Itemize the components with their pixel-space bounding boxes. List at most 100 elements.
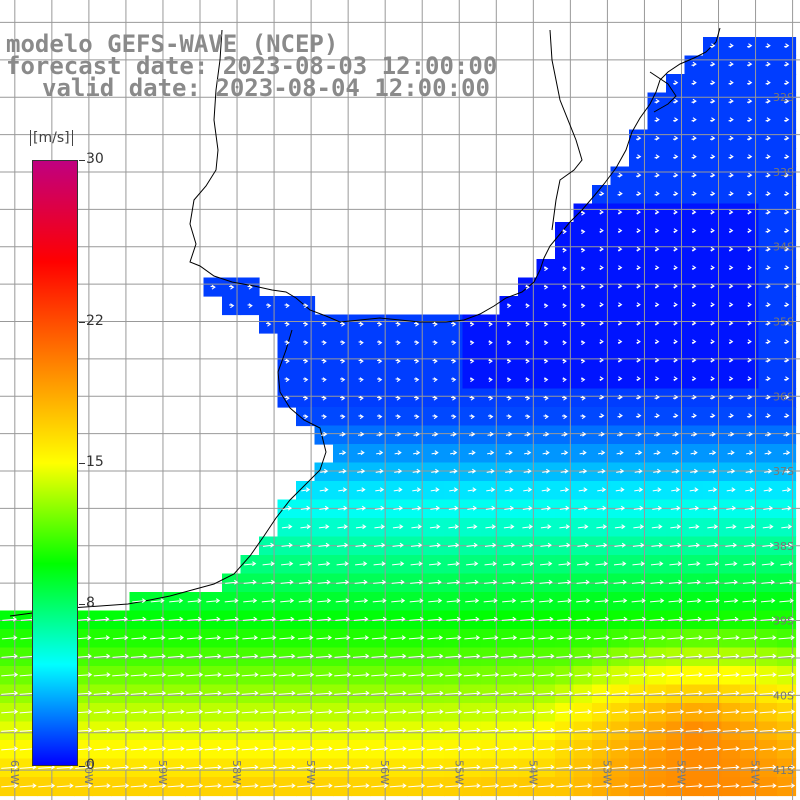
wind-arrow (391, 598, 406, 604)
wind-arrow (241, 783, 259, 789)
wind-arrow (688, 542, 701, 548)
colorbar-tick-mark (79, 766, 85, 767)
wind-arrow (728, 117, 734, 123)
wind-arrow (617, 357, 623, 363)
wind-arrow (204, 709, 222, 715)
wind-arrow (393, 505, 404, 511)
wind-arrow (561, 431, 568, 437)
wind-arrow (297, 672, 315, 678)
wind-arrow (338, 468, 347, 474)
wind-arrow (561, 395, 568, 401)
wind-arrow (297, 690, 315, 696)
wind-arrow (431, 450, 439, 456)
wind-arrow (746, 191, 753, 197)
wind-arrow (186, 672, 204, 678)
wind-arrow (746, 80, 753, 86)
wind-arrow (501, 616, 517, 622)
wind-arrow (468, 450, 476, 456)
wind-arrow (636, 265, 641, 271)
wind-arrow (204, 783, 222, 789)
wind-arrow (724, 561, 738, 567)
wind-arrow (278, 690, 296, 696)
title-model: modelo GEFS-WAVE (NCEP) (6, 30, 339, 58)
wind-arrow (598, 413, 605, 419)
wind-arrow (576, 598, 591, 604)
wind-arrow (503, 542, 515, 548)
wind-arrow (710, 302, 715, 308)
wind-arrow (617, 376, 623, 382)
wind-arrow (778, 746, 796, 752)
wind-arrow (302, 377, 309, 383)
wind-arrow (654, 265, 660, 271)
wind-arrow (279, 635, 295, 641)
wind-arrow (556, 672, 574, 678)
wind-arrow (371, 672, 389, 678)
lat-label: 32S (773, 91, 794, 104)
wind-arrow (747, 302, 752, 308)
wind-arrow (691, 154, 697, 160)
wind-arrow (580, 210, 586, 216)
wind-arrow (760, 616, 776, 622)
wind-arrow (334, 746, 352, 752)
wind-arrow (617, 320, 623, 326)
wind-arrow (741, 653, 759, 659)
wind-arrow (783, 135, 790, 141)
wind-arrow (503, 524, 515, 530)
wind-arrow (339, 450, 347, 456)
wind-arrow (631, 579, 646, 585)
wind-arrow (450, 340, 457, 346)
lat-label: 33S (773, 166, 794, 179)
wind-arrow (759, 764, 777, 770)
wind-arrow (302, 303, 309, 309)
wind-arrow (537, 709, 555, 715)
wind-arrow (746, 117, 753, 123)
wind-arrow (743, 542, 756, 548)
wind-arrow (376, 340, 383, 346)
wind-arrow (710, 228, 715, 234)
wind-arrow (537, 653, 555, 659)
wind-arrow (779, 579, 794, 585)
wind-arrow (763, 505, 774, 511)
wind-arrow (413, 414, 420, 420)
wind-arrow (726, 487, 736, 493)
wind-arrow (484, 561, 497, 567)
wind-arrow (615, 505, 626, 511)
wind-arrow (358, 377, 364, 383)
wind-arrow (707, 505, 718, 511)
wind-arrow (278, 672, 296, 678)
wind-arrow (593, 709, 611, 715)
wind-arrow (728, 357, 734, 363)
wind-arrow (668, 616, 684, 622)
wind-arrow (469, 395, 475, 401)
wind-arrow (299, 579, 313, 585)
wind-arrow (783, 98, 790, 104)
wind-arrow (260, 653, 277, 659)
wind-arrow (561, 450, 569, 456)
wind-arrow (578, 505, 589, 511)
wind-arrow (299, 561, 312, 567)
wind-arrow (376, 358, 383, 364)
wind-arrow (783, 320, 790, 326)
wind-arrow (728, 302, 734, 308)
wind-arrow (728, 283, 734, 289)
wind-arrow (130, 672, 148, 678)
wind-arrow (319, 487, 329, 493)
wind-arrow (722, 709, 740, 715)
wind-arrow (150, 616, 166, 622)
wind-arrow (706, 542, 719, 548)
wind-arrow (709, 394, 716, 400)
wind-arrow (672, 135, 679, 141)
wind-arrow (357, 431, 365, 437)
wind-arrow (747, 320, 752, 326)
wind-arrow (372, 598, 387, 604)
wind-arrow (408, 672, 426, 678)
wind-arrow (301, 487, 311, 493)
wind-arrow (1, 653, 18, 659)
wind-arrow (673, 302, 678, 308)
wind-arrow (631, 598, 646, 604)
wind-arrow (783, 431, 790, 437)
wind-arrow (691, 265, 697, 271)
wind-arrow (352, 783, 370, 789)
wind-arrow (392, 561, 405, 567)
wind-arrow (520, 598, 535, 604)
